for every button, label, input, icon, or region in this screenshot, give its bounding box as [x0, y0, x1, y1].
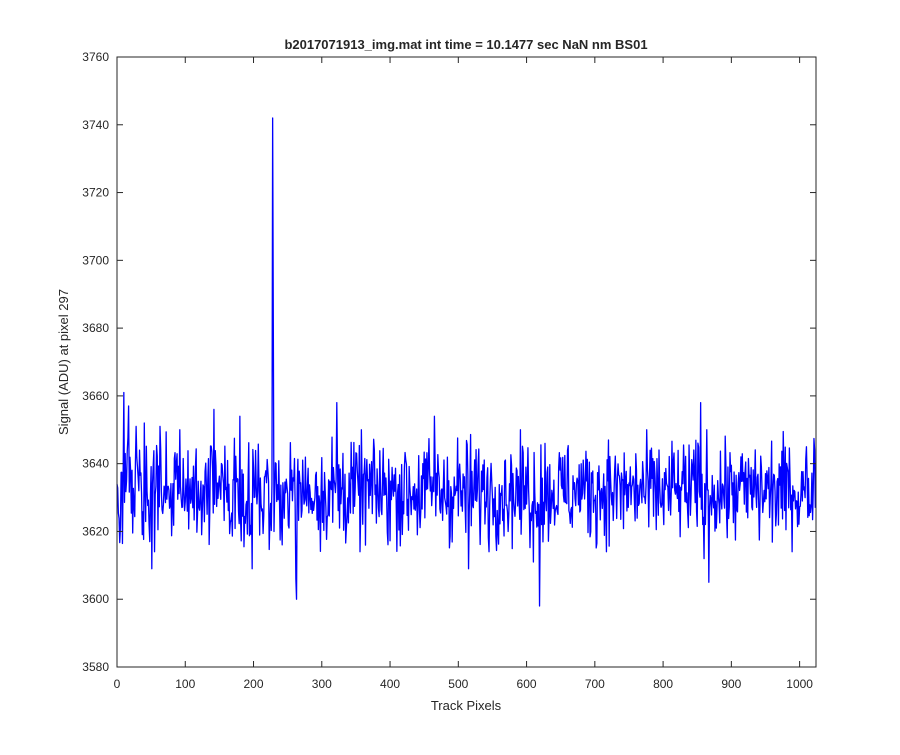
axes-box	[116, 56, 817, 668]
y-tick-label: 3620	[82, 524, 109, 538]
y-tick-label: 3760	[82, 50, 109, 64]
y-axis-label: Signal (ADU) at pixel 297	[56, 289, 71, 435]
x-tick-label: 200	[244, 677, 264, 691]
y-tick-label: 3640	[82, 457, 109, 471]
chart-title: b2017071913_img.mat int time = 10.1477 s…	[284, 37, 647, 52]
x-tick-label: 1000	[786, 677, 813, 691]
x-tick-label: 0	[114, 677, 121, 691]
y-tick-label: 3700	[82, 253, 109, 267]
x-tick-label: 800	[653, 677, 673, 691]
x-tick-label: 400	[380, 677, 400, 691]
y-tick-label: 3720	[82, 186, 109, 200]
series-layer	[116, 117, 816, 607]
x-tick-label: 600	[517, 677, 537, 691]
plot-area	[117, 57, 816, 667]
y-tick-label: 3600	[82, 592, 109, 606]
axes-layer: 0 100 200 300 400 500 600 700 800 900 1000 3580 3600…	[82, 50, 817, 691]
x-tick-label: 500	[448, 677, 468, 691]
x-tick-label: 300	[312, 677, 332, 691]
x-tick-label: 700	[585, 677, 605, 691]
y-tick-label: 3740	[82, 118, 109, 132]
series-line	[116, 117, 816, 607]
y-tick-label: 3580	[82, 660, 109, 674]
x-tick-label: 100	[175, 677, 195, 691]
x-tick-label: 900	[721, 677, 741, 691]
x-axis-label: Track Pixels	[431, 698, 502, 713]
y-tick-label: 3680	[82, 321, 109, 335]
y-tick-label: 3660	[82, 389, 109, 403]
